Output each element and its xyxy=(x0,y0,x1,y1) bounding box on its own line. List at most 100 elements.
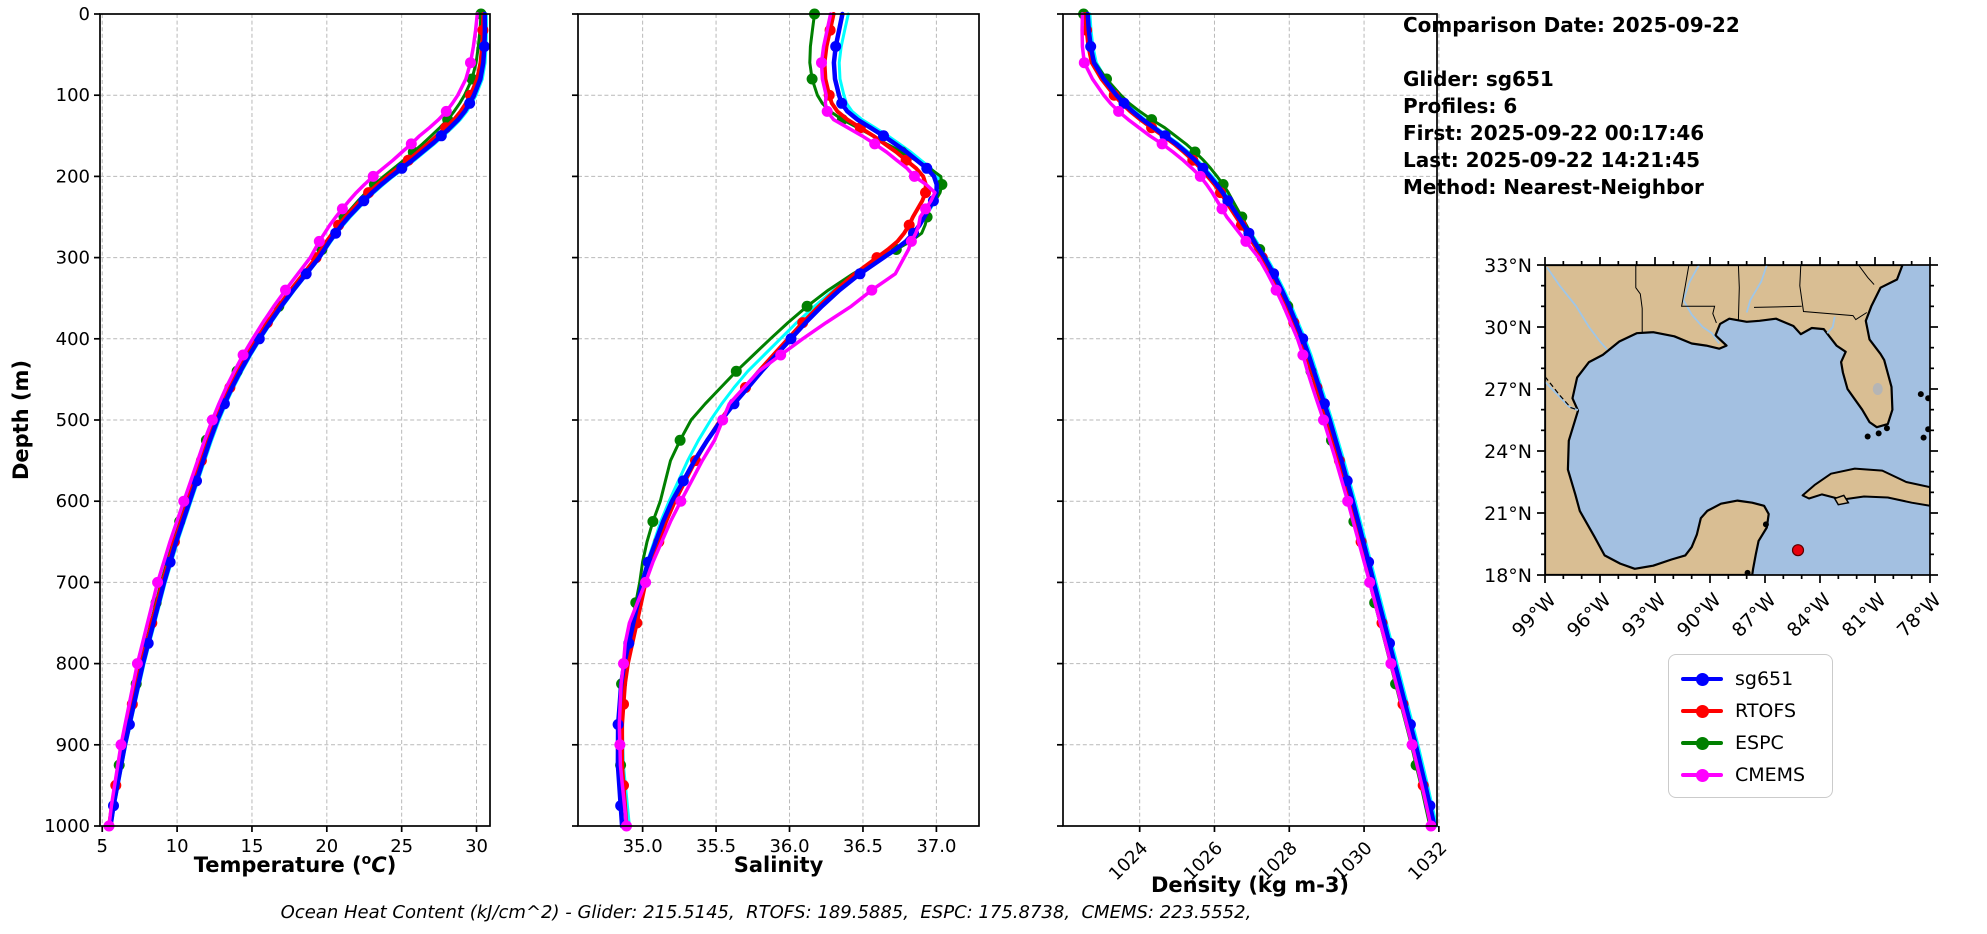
x-tick-label: 25 xyxy=(390,836,413,857)
series-marker-CMEMS xyxy=(905,235,917,247)
map-islet xyxy=(1917,391,1924,398)
map-country-border xyxy=(1545,376,1580,411)
series-marker-CMEMS xyxy=(115,739,127,751)
series-marker-sg651 xyxy=(164,556,176,568)
map-lat-label: 24°N xyxy=(1484,441,1532,463)
series-marker-CMEMS xyxy=(1318,414,1329,426)
info-first: First: 2025-09-22 00:17:46 xyxy=(1403,121,1705,145)
y-axis-label: Depth (m) xyxy=(9,360,33,480)
series-marker-ESPC xyxy=(801,300,813,312)
map-state-border xyxy=(1737,265,1740,320)
series-marker-CMEMS xyxy=(908,170,920,182)
series-marker-CMEMS xyxy=(821,105,833,117)
map-islet xyxy=(1883,425,1890,432)
map-river xyxy=(1682,265,1720,345)
series-marker-sg651 xyxy=(1318,398,1330,410)
series-marker-sg651 xyxy=(358,195,370,207)
map-state-border xyxy=(1635,265,1643,333)
series-marker-sg651 xyxy=(1341,475,1353,487)
map-river xyxy=(1745,265,1768,313)
map-lon-label: 90°W xyxy=(1673,589,1726,642)
y-tick-label: 1000 xyxy=(44,816,90,837)
map-lat-label: 27°N xyxy=(1484,379,1532,401)
series-marker-CMEMS xyxy=(614,739,626,751)
map-lake-okeechobee xyxy=(1872,383,1883,395)
x-tick-label: 36.5 xyxy=(843,836,883,857)
series-marker-CMEMS xyxy=(1297,349,1309,361)
series-marker-sg651 xyxy=(854,268,866,280)
series-marker-sg651 xyxy=(677,475,689,487)
map-islet xyxy=(1920,434,1927,441)
info-method: Method: Nearest-Neighbor xyxy=(1403,175,1704,199)
series-marker-sg651 xyxy=(396,162,408,174)
series-marker-CMEMS xyxy=(206,414,218,426)
series-marker-sg651 xyxy=(142,637,154,649)
series-marker-sg651 xyxy=(253,333,265,345)
info-profiles: Profiles: 6 xyxy=(1403,94,1518,118)
series-marker-sg651 xyxy=(878,130,889,142)
series-marker-CMEMS xyxy=(1194,170,1206,182)
info-panel: Comparison Date: 2025-09-22 Glider: sg65… xyxy=(1403,12,1740,201)
y-tick-label: 0 xyxy=(79,4,90,25)
series-marker-CMEMS xyxy=(920,203,932,215)
legend-label: CMEMS xyxy=(1735,764,1806,786)
map-islet xyxy=(1744,569,1751,575)
series-marker-CMEMS xyxy=(1216,203,1228,215)
legend-marker-dot xyxy=(1696,672,1709,686)
series-marker-CMEMS xyxy=(675,495,687,507)
legend-entry-CMEMS: CMEMS xyxy=(1681,759,1832,791)
series-marker-ESPC xyxy=(647,516,659,527)
x-tick-label: 10 xyxy=(166,836,189,857)
series-marker-CMEMS xyxy=(1113,105,1125,117)
map-lon-label: 84°W xyxy=(1783,589,1836,642)
y-tick-label: 900 xyxy=(56,735,90,756)
x-tick-label: 5 xyxy=(97,836,108,857)
info-last: Last: 2025-09-22 14:21:45 xyxy=(1403,148,1701,172)
legend-label: sg651 xyxy=(1735,668,1794,690)
series-marker-CMEMS xyxy=(280,284,291,296)
map-content xyxy=(1545,265,1930,575)
series-marker-CMEMS xyxy=(1406,739,1418,751)
x-tick-label: 35.0 xyxy=(623,836,663,857)
series-marker-CMEMS xyxy=(1240,235,1252,247)
map-islet xyxy=(1925,395,1930,402)
legend: sg651 RTOFS ESPC CMEMS xyxy=(1668,654,1833,798)
y-tick-label: 800 xyxy=(56,654,90,675)
glider-location-marker xyxy=(1791,544,1805,557)
map-lon-label: 87°W xyxy=(1728,589,1781,642)
legend-entry-RTOFS: RTOFS xyxy=(1681,695,1832,727)
map-river xyxy=(1826,316,1836,334)
series-marker-CMEMS xyxy=(465,57,476,69)
legend-marker-dot xyxy=(1696,736,1709,750)
series-marker-CMEMS xyxy=(178,495,190,507)
series-marker-CMEMS xyxy=(1078,57,1090,69)
series-marker-sg651 xyxy=(1222,195,1234,207)
series-marker-CMEMS xyxy=(1364,576,1376,588)
info-comparison-date: Comparison Date: 2025-09-22 xyxy=(1403,13,1740,37)
map-state-border xyxy=(1753,305,1802,308)
map-state-border xyxy=(1858,265,1875,285)
panel-salinity: 35.0 35.5 36.0 36.5 37.0 Salinity xyxy=(572,8,980,877)
series-marker-CMEMS xyxy=(131,658,143,670)
series-line-CMEMS xyxy=(1080,12,1433,828)
map-lat-label: 18°N xyxy=(1484,565,1532,587)
map-lon-label: 78°W xyxy=(1893,589,1946,642)
series-marker-CMEMS xyxy=(717,414,729,426)
series-marker-CMEMS xyxy=(440,105,452,117)
map-islet xyxy=(1875,430,1882,437)
x-tick-label: 15 xyxy=(241,836,264,857)
map-land-mainland xyxy=(1545,265,1904,575)
x-axis-label-salinity: Salinity xyxy=(734,853,824,877)
series-marker-ESPC xyxy=(936,179,948,190)
info-spacer xyxy=(1403,39,1740,66)
legend-line-swatch xyxy=(1681,768,1723,782)
map-islet xyxy=(1864,433,1871,440)
series-marker-ESPC xyxy=(730,365,742,377)
series-line-ESPC xyxy=(618,12,944,828)
series-marker-RTOFS xyxy=(903,219,915,231)
series-marker-sg651 xyxy=(464,97,476,109)
map-lat-label: 33°N xyxy=(1484,255,1532,277)
series-marker-sg651 xyxy=(785,333,797,345)
